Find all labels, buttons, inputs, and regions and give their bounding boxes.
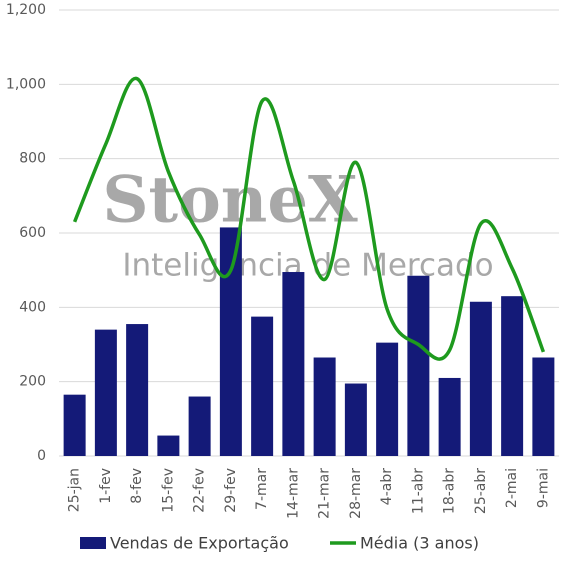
x-tick-label: 4-abr [379, 468, 395, 505]
bar [376, 342, 399, 456]
x-tick-label: 22-fev [192, 468, 208, 513]
legend-swatch [80, 537, 106, 549]
legend-label: Vendas de Exportação [110, 534, 289, 553]
x-tick-label: 25-abr [473, 468, 489, 514]
x-tick-label: 8-fev [129, 468, 145, 504]
watermark-brand: StoneX [102, 163, 358, 238]
bar [469, 301, 492, 456]
x-tick-label: 14-mar [285, 468, 301, 519]
x-tick-label: 18-abr [442, 468, 458, 514]
bar [313, 357, 336, 456]
bar [282, 272, 305, 456]
bar [438, 377, 461, 456]
y-tick-label: 200 [19, 374, 46, 390]
y-tick-label: 600 [19, 225, 46, 241]
bar [407, 275, 430, 456]
x-tick-label: 28-mar [348, 468, 364, 519]
bar [532, 357, 555, 456]
bar [94, 329, 117, 456]
x-tick-label: 9-mai [535, 468, 551, 508]
x-tick-label: 11-abr [410, 468, 426, 514]
bar [219, 227, 242, 456]
legend-label: Média (3 anos) [360, 534, 479, 553]
y-tick-label: 0 [37, 448, 46, 464]
bar [63, 394, 86, 456]
y-tick-label: 800 [19, 151, 46, 167]
bar [344, 383, 367, 456]
y-tick-label: 1,200 [6, 2, 46, 18]
x-tick-label: 25-jan [67, 468, 83, 512]
x-tick-label: 29-fev [223, 468, 239, 513]
y-tick-label: 1,000 [6, 76, 46, 92]
y-tick-label: 400 [19, 299, 46, 315]
bar [501, 296, 524, 456]
bar [251, 316, 274, 456]
bar [157, 435, 180, 456]
x-tick-label: 2-mai [504, 468, 520, 508]
x-tick-label: 7-mar [254, 468, 270, 510]
watermark-subtitle: Inteligência de Mercado [122, 248, 493, 284]
x-tick-label: 1-fev [98, 468, 114, 504]
x-tick-label: 21-mar [317, 468, 333, 519]
line [73, 76, 546, 361]
x-tick-label: 15-fev [160, 468, 176, 513]
bar [188, 396, 211, 456]
bar [126, 324, 149, 456]
